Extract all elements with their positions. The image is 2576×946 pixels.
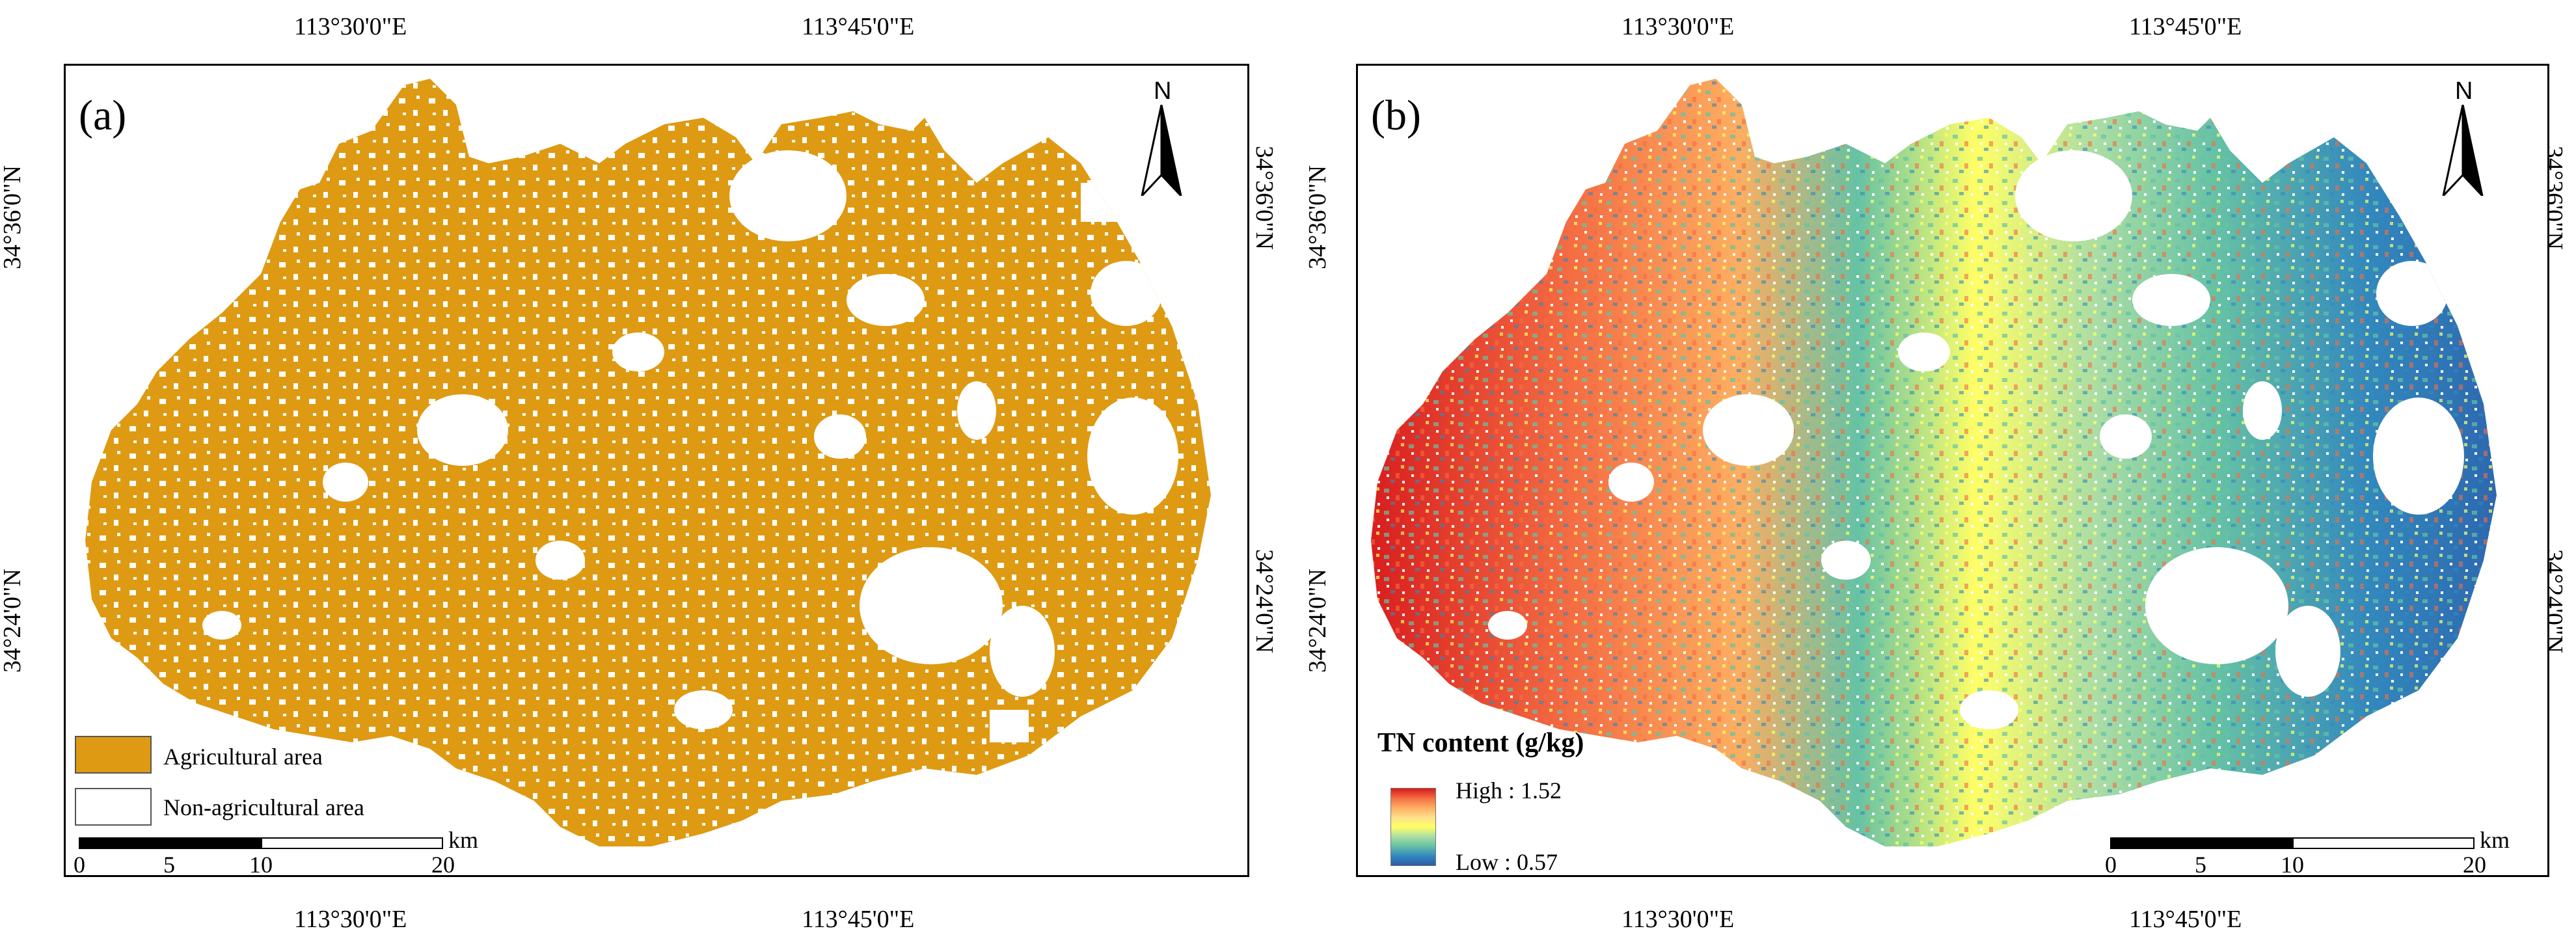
- scale-tick-5: 5: [2195, 852, 2206, 878]
- north-arrow-icon: [1141, 105, 1182, 196]
- legend-title-tn: TN content (g/kg): [1377, 728, 1584, 758]
- scale-tick-0: 0: [74, 852, 85, 878]
- bottom-lon-label-2: 113°45'0"E: [802, 906, 915, 933]
- left-lat-label-2: 34°24'0"N: [0, 569, 26, 673]
- legend-label-non-agricultural: Non-agricultural area: [163, 794, 364, 820]
- scale-segment-1: [79, 837, 170, 849]
- bottom-lon-label-1: 113°30'0"E: [294, 906, 407, 933]
- scale-tick-5: 5: [163, 852, 175, 878]
- tn-content-map: [1371, 79, 2497, 846]
- scale-unit-a: km: [448, 827, 479, 853]
- map-frame-a: (a) N Agricultural area Non-agricultural…: [64, 64, 1249, 877]
- right-lat-label-1: 34°36'0"N: [1251, 146, 1278, 250]
- scale-tick-0: 0: [2105, 852, 2117, 878]
- panel-label-a: (a): [79, 92, 127, 139]
- left-lat-label-1: 34°36'0"N: [0, 165, 26, 269]
- top-lon-label-2: 113°45'0"E: [2129, 13, 2242, 40]
- right-lat-label-2: 34°24'0"N: [1251, 549, 1278, 653]
- top-lon-label-2: 113°45'0"E: [802, 13, 915, 40]
- scale-segment-1: [2110, 837, 2201, 849]
- left-lat-label-2: 34°24'0"N: [1304, 569, 1331, 673]
- bottom-lon-label-1: 113°30'0"E: [1621, 906, 1735, 933]
- left-lat-label-1: 34°36'0"N: [1304, 165, 1331, 269]
- top-lon-label-1: 113°30'0"E: [294, 13, 407, 40]
- agricultural-area-map: [85, 79, 1211, 846]
- scale-tick-20: 20: [431, 852, 455, 878]
- top-lon-label-1: 113°30'0"E: [1621, 13, 1735, 40]
- scale-unit-b: km: [2480, 827, 2510, 853]
- legend-low-label: Low : 0.57: [1456, 849, 1558, 875]
- scale-tick-10: 10: [2281, 852, 2304, 878]
- legend-swatch-non-agricultural: [75, 788, 152, 826]
- legend-swatch-agricultural: [75, 736, 152, 774]
- north-letter-a: N: [1154, 77, 1172, 105]
- scale-segment-3: [261, 837, 443, 849]
- north-arrow-b: N: [2439, 79, 2491, 196]
- north-letter-b: N: [2455, 77, 2473, 105]
- north-arrow-icon: [2442, 105, 2484, 196]
- tn-region-b: [1371, 79, 2497, 846]
- legend-color-ramp: [1390, 788, 1436, 866]
- bottom-lon-label-2: 113°45'0"E: [2129, 906, 2242, 933]
- legend-label-agricultural: Agricultural area: [163, 744, 323, 770]
- scale-segment-2: [2201, 837, 2292, 849]
- legend-high-label: High : 1.52: [1456, 777, 1562, 804]
- scale-segment-2: [170, 837, 261, 849]
- scale-bar-b: km 0 5 10 20: [2105, 828, 2514, 878]
- scale-tick-20: 20: [2463, 852, 2486, 878]
- north-arrow-a: N: [1138, 79, 1190, 196]
- panel-b: 113°30'0"E 113°45'0"E 113°30'0"E 113°45'…: [1295, 0, 2576, 946]
- panel-a: 113°30'0"E 113°45'0"E 113°30'0"E 113°45'…: [0, 0, 1278, 946]
- scale-bar-a: km 0 5 10 20: [74, 828, 495, 878]
- scale-segment-3: [2292, 837, 2474, 849]
- panel-label-b: (b): [1371, 92, 1421, 139]
- map-frame-b: (b) N TN content (g/kg) High : 1.52 Low …: [1356, 64, 2549, 877]
- scale-tick-10: 10: [249, 852, 273, 878]
